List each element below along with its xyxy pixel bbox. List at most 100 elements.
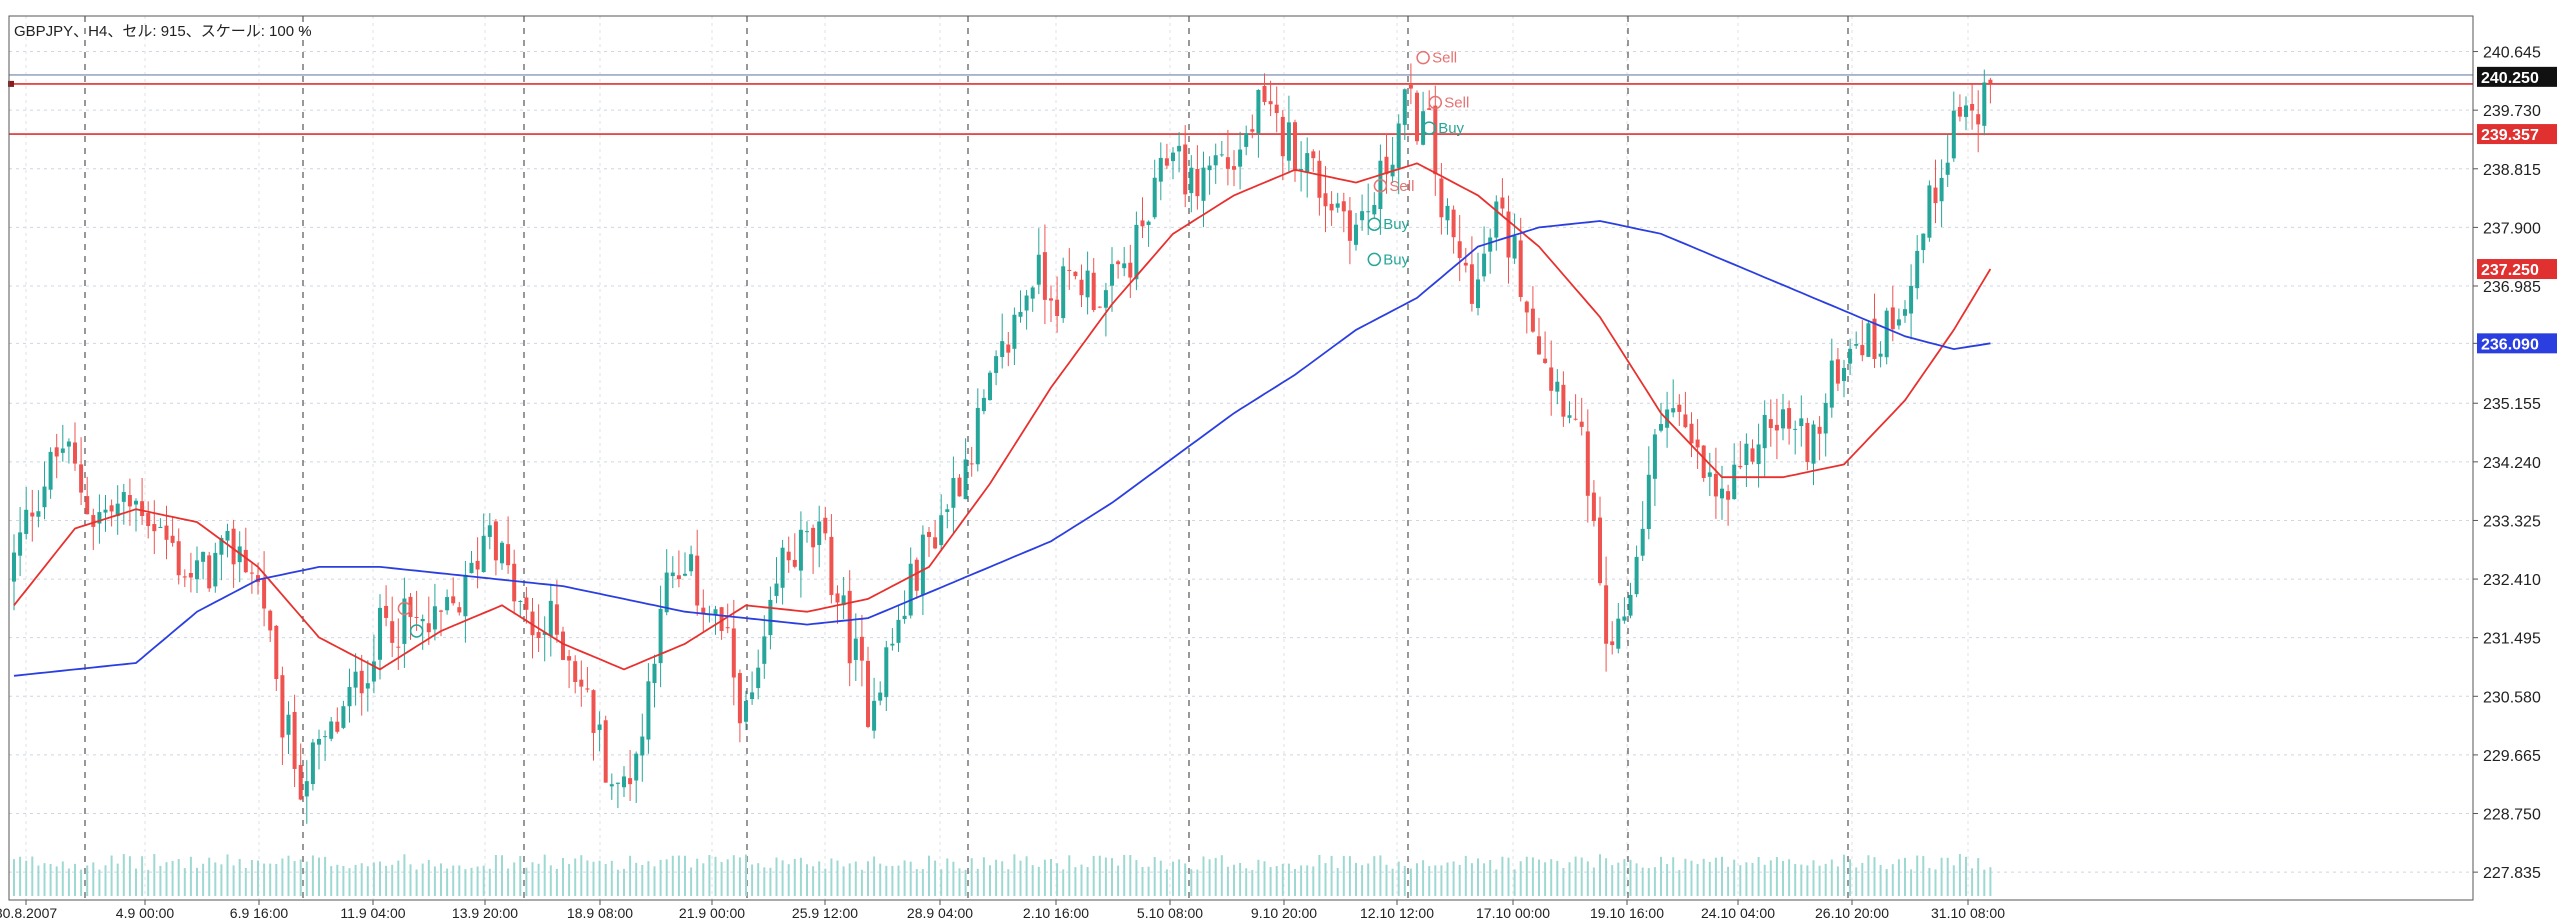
candle-body (262, 578, 267, 609)
candle-body (207, 555, 212, 589)
price-label: 233.325 (2483, 513, 2541, 530)
candle-body (805, 531, 809, 533)
candle-body (127, 495, 132, 507)
candle-body (487, 525, 492, 537)
candle-body (963, 459, 968, 500)
candle-body (1835, 359, 1840, 384)
buy-marker (1367, 217, 1382, 231)
candle-body (1762, 414, 1767, 449)
candle-body (103, 509, 108, 513)
ma-fast-line (13, 162, 1992, 671)
candle-body (1323, 193, 1328, 207)
candle-body (493, 521, 498, 561)
candle-body (957, 477, 962, 497)
candle-body (201, 551, 206, 562)
candle-body (152, 524, 157, 532)
candle-body (1585, 431, 1590, 496)
candle-body (1683, 414, 1688, 428)
candle-body (1042, 252, 1047, 300)
candle-body (1640, 528, 1645, 556)
candle-body (1238, 149, 1243, 167)
price-label: 238.815 (2483, 162, 2541, 179)
candle-body (573, 661, 578, 683)
candle-body (1415, 92, 1419, 142)
candle-body (24, 509, 29, 534)
candle-body (597, 724, 602, 730)
candle-body (1073, 271, 1078, 277)
candle-body (365, 683, 370, 689)
price-tag-box (2477, 333, 2557, 354)
candle-body (969, 463, 974, 465)
candle-body (176, 541, 181, 576)
candle-body (1671, 408, 1676, 413)
candle-body (780, 547, 785, 588)
candle-body (140, 501, 145, 516)
candle-body (1103, 290, 1108, 308)
price-label: 240.645 (2483, 45, 2541, 62)
candle-body (1646, 474, 1651, 530)
candle-body (1957, 107, 1962, 117)
candle-body (1933, 187, 1938, 204)
sell-marker-label: Sell (1389, 178, 1414, 195)
candle-body (170, 535, 175, 543)
candle-body (567, 656, 572, 661)
candle-body (579, 679, 584, 687)
price-tag-box (2477, 259, 2557, 280)
candle-body (1695, 439, 1700, 448)
candle-body (884, 647, 889, 698)
candle-body (396, 646, 401, 648)
price-tag-box (2477, 124, 2557, 145)
candle-body (561, 631, 565, 660)
candle-body (54, 447, 59, 457)
candle-body (158, 526, 163, 528)
candle-body (1134, 224, 1139, 280)
candle-body (1372, 204, 1377, 215)
candle-body (890, 643, 895, 646)
candle-body (1543, 358, 1548, 363)
candle-body (1177, 145, 1182, 152)
candle-body (1378, 160, 1383, 210)
chart-info-label: GBPJPY、H4、セル: 915、スケール: 100 % (14, 23, 312, 40)
candle-body (548, 600, 553, 636)
time-label: 11.9 04:00 (340, 905, 405, 918)
candle-body (1262, 86, 1267, 102)
candle-body (18, 532, 23, 556)
candle-body (719, 607, 724, 631)
candle-body (225, 530, 230, 541)
candle-body (1677, 404, 1682, 412)
buy-marker-label: Buy (1383, 251, 1409, 268)
candle-body (1341, 201, 1346, 212)
candle-body (792, 559, 797, 567)
candle-body (542, 632, 547, 635)
candle-body (1140, 220, 1145, 227)
price-label: 234.240 (2483, 455, 2541, 472)
candle-body (872, 700, 877, 731)
candle-body (524, 597, 529, 610)
candle-body (256, 575, 260, 583)
candle-body (79, 464, 84, 493)
candle-body (658, 608, 663, 664)
candle-body (1164, 158, 1169, 166)
candle-body (347, 687, 352, 707)
time-label: 31.10 08:00 (1931, 905, 2005, 918)
candle-body (762, 636, 767, 664)
candle-body (115, 503, 120, 517)
buy-marker-label: Buy (1438, 120, 1464, 137)
time-label: 18.9 08:00 (567, 905, 633, 918)
candle-body (1561, 384, 1566, 417)
candle-body (109, 505, 114, 512)
candle-body (512, 563, 517, 602)
candle-body (902, 615, 907, 620)
candle-body (1628, 594, 1633, 616)
candle-body (1225, 157, 1230, 169)
candle-body (445, 597, 450, 611)
candle-body (1738, 465, 1743, 468)
candle-body (1482, 253, 1487, 277)
candle-body (426, 623, 431, 633)
candle-body (1347, 210, 1352, 241)
candle-body (622, 776, 626, 788)
candle-body (304, 781, 309, 797)
candle-body (750, 692, 755, 700)
